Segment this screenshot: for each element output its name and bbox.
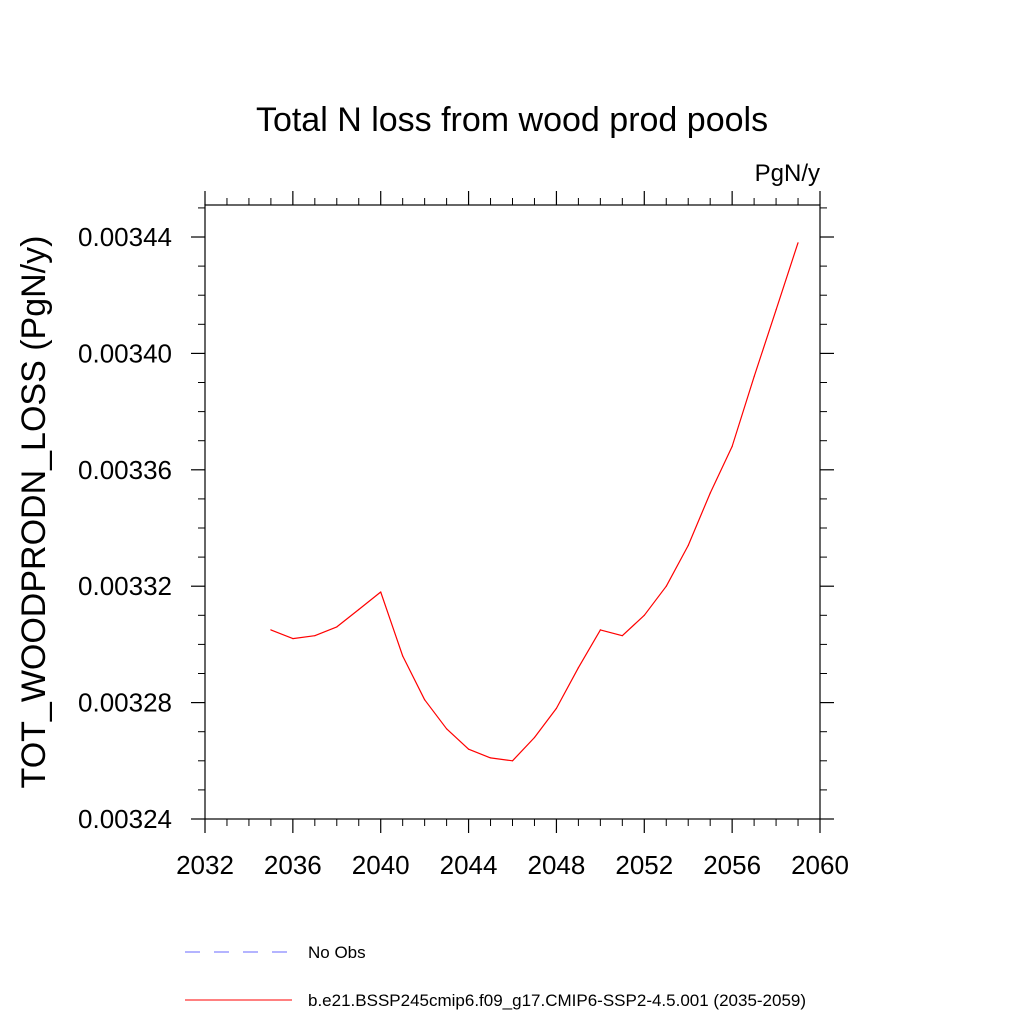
data-point	[709, 492, 711, 494]
y-axis-label: TOT_WOODPRODN_LOSS (PgN/y)	[15, 236, 53, 789]
y-tick-label: 0.00340	[78, 338, 172, 368]
y-tick-label: 0.00324	[78, 804, 172, 834]
data-point	[621, 635, 623, 637]
y-tick-label: 0.00328	[78, 688, 172, 718]
x-tick-label: 2036	[264, 850, 322, 880]
data-point	[446, 728, 448, 730]
legend-label: b.e21.BSSP245cmip6.f09_g17.CMIP6-SSP2-4.…	[308, 991, 806, 1010]
data-point	[336, 626, 338, 628]
units-label: PgN/y	[755, 160, 820, 187]
data-point	[489, 757, 492, 759]
data-point	[467, 748, 470, 750]
data-point	[314, 635, 316, 637]
data-point	[555, 707, 558, 710]
y-tick-label: 0.00336	[78, 455, 172, 485]
x-axis: 2032 2036 2040 2044 2048 2052 2056 2060	[176, 191, 849, 880]
data-point	[533, 736, 536, 739]
data-point	[775, 309, 777, 311]
data-point	[292, 637, 294, 640]
y-axis: 0.00324 0.00328 0.00332 0.00336 0.00340 0.003…	[78, 207, 834, 834]
data-point	[424, 699, 426, 701]
data-point	[731, 445, 733, 448]
data-point	[665, 585, 667, 587]
x-tick-label: 2052	[615, 850, 673, 880]
x-tick-label: 2056	[703, 850, 761, 880]
data-point	[402, 655, 404, 657]
x-tick-label: 2048	[528, 850, 586, 880]
data-point	[577, 667, 579, 669]
data-point	[753, 376, 755, 378]
x-tick-label: 2060	[791, 850, 849, 880]
x-tick-label: 2040	[352, 850, 410, 880]
plot-frame	[204, 204, 821, 820]
data-point	[687, 544, 689, 547]
data-point	[797, 242, 799, 244]
y-tick-label: 0.00344	[78, 222, 172, 252]
data-point	[270, 629, 272, 631]
series-line	[270, 242, 799, 762]
data-point	[511, 760, 514, 762]
series-layer	[270, 242, 799, 762]
x-tick-label: 2032	[176, 850, 234, 880]
legend-label: No Obs	[308, 943, 366, 962]
x-tick-label: 2044	[440, 850, 498, 880]
legend: No Obs b.e21.BSSP245cmip6.f09_g17.CMIP6-S…	[185, 943, 806, 1010]
chart-title: Total N loss from wood prod pools	[256, 101, 768, 139]
data-point	[643, 614, 645, 616]
data-point	[599, 629, 601, 631]
data-point	[380, 591, 382, 593]
data-point	[358, 608, 360, 611]
y-tick-label: 0.00332	[78, 571, 172, 601]
